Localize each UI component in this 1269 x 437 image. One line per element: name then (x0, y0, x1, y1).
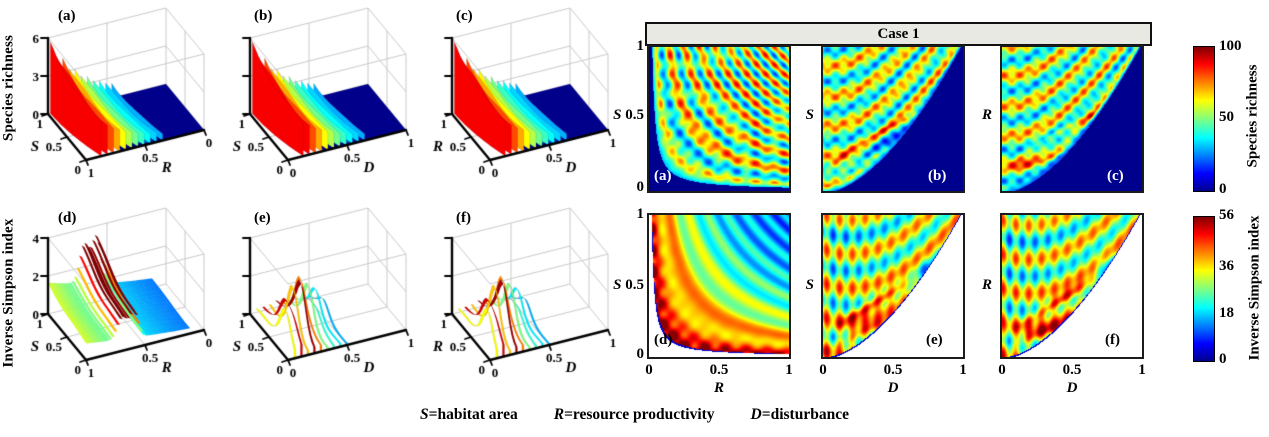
panel-letter-3d-d: (d) (58, 210, 77, 226)
panel-letter-hm-b: (b) (928, 168, 947, 184)
heatmap-canvas-d (647, 213, 791, 359)
hm-d-ytick-0: 0 (636, 346, 645, 362)
hm-f-xtick-1: 1 (1138, 362, 1146, 378)
panel-letter-hm-c: (c) (1107, 168, 1124, 184)
surface3d-canvas-a (22, 2, 224, 200)
hm-d-ytick-05: 0.5 (625, 277, 644, 293)
hm-e-xtick-0: 0 (819, 362, 827, 378)
caption-item-s: S=habitat area (420, 406, 518, 424)
hm-d-xtick-05: 0.5 (709, 362, 729, 378)
panel-letter-hm-f: (f) (1105, 332, 1120, 348)
hm-a-ytick-05: 0.5 (625, 107, 644, 123)
hm-f-xtick-05: 0.5 (1062, 362, 1082, 378)
hm-e-xtick-05: 0.5 (883, 362, 903, 378)
hm-d-ytick-1: 1 (636, 206, 645, 222)
case-header: Case 1 (645, 22, 1152, 46)
colorbar-inverse-simpson (1193, 216, 1215, 362)
caption-def-d: =disturbance (761, 406, 849, 423)
hm-e-yvar: S (805, 277, 814, 293)
hm-c-yvar: R (981, 107, 992, 123)
panel-letter-hm-e: (e) (926, 332, 943, 348)
hm-e-xtick-1: 1 (959, 362, 967, 378)
heatmap-canvas-a (647, 45, 791, 193)
panel-letter-3d-b: (b) (254, 8, 273, 24)
hm-a-yvar: S (613, 107, 622, 123)
cbar1-tick-0: 0 (1219, 181, 1227, 197)
caption-item-r: R=resource productivity (554, 406, 715, 424)
caption-symbol-d: D (750, 406, 762, 423)
cbar2-tick-0: 0 (1219, 351, 1227, 367)
cbar1-title: Species richness (1244, 64, 1261, 168)
cbar2-tick-56: 56 (1219, 207, 1234, 223)
heatmap-canvas-e (821, 213, 965, 359)
panel-letter-3d-e: (e) (254, 210, 271, 226)
panel-letter-hm-a: (a) (654, 168, 672, 184)
hm-f-xvar: D (1066, 380, 1078, 396)
hm-d-xtick-0: 0 (645, 362, 653, 378)
hm-f-yvar: R (981, 277, 992, 293)
cbar2-title: Inverse Simpson index (1246, 215, 1263, 361)
cbar1-tick-50: 50 (1219, 109, 1234, 125)
panel-letter-3d-c: (c) (456, 8, 473, 24)
caption-symbol-r: R (553, 406, 565, 423)
hm-e-xvar: D (887, 380, 899, 396)
heatmap-canvas-b (821, 45, 965, 193)
cbar2-tick-36: 36 (1219, 258, 1234, 274)
hm-d-xvar: R (713, 380, 724, 396)
hm-a-ytick-1: 1 (636, 38, 645, 54)
caption: S=habitat area R=resource productivity D… (0, 406, 1269, 424)
hm-d-ylabel: S 0.5 (578, 277, 644, 293)
heatmap-canvas-c (1000, 45, 1144, 193)
panel-letter-3d-f: (f) (456, 210, 471, 226)
colorbar-species-richness (1193, 46, 1215, 192)
surface3d-canvas-c (426, 2, 628, 200)
surface3d-canvas-b (224, 2, 426, 200)
row-label-inverse-simpson: Inverse Simpson index (0, 218, 17, 368)
hm-f-xtick-0: 0 (998, 362, 1006, 378)
hm-a-ylabel: S 0.5 (578, 107, 644, 123)
hm-d-xtick-1: 1 (785, 362, 793, 378)
caption-item-d: D=disturbance (751, 406, 849, 424)
cbar1-tick-100: 100 (1219, 38, 1242, 54)
caption-symbol-s: S (420, 406, 429, 423)
row-label-species-richness: Species richness (0, 34, 17, 142)
cbar2-tick-18: 18 (1219, 305, 1234, 321)
surface3d-canvas-e (224, 202, 426, 400)
panel-letter-hm-d: (d) (654, 332, 673, 348)
caption-def-r: =resource productivity (564, 406, 715, 423)
panel-letter-3d-a: (a) (58, 8, 76, 24)
hm-b-yvar: S (805, 107, 814, 123)
heatmap-canvas-f (1000, 213, 1144, 359)
hm-d-yvar: S (613, 277, 622, 293)
case-header-label: Case 1 (877, 25, 920, 42)
surface3d-canvas-f (426, 202, 628, 400)
caption-def-s: =habitat area (428, 406, 518, 423)
surface3d-canvas-d (22, 202, 224, 400)
hm-a-ytick-0: 0 (636, 179, 645, 195)
